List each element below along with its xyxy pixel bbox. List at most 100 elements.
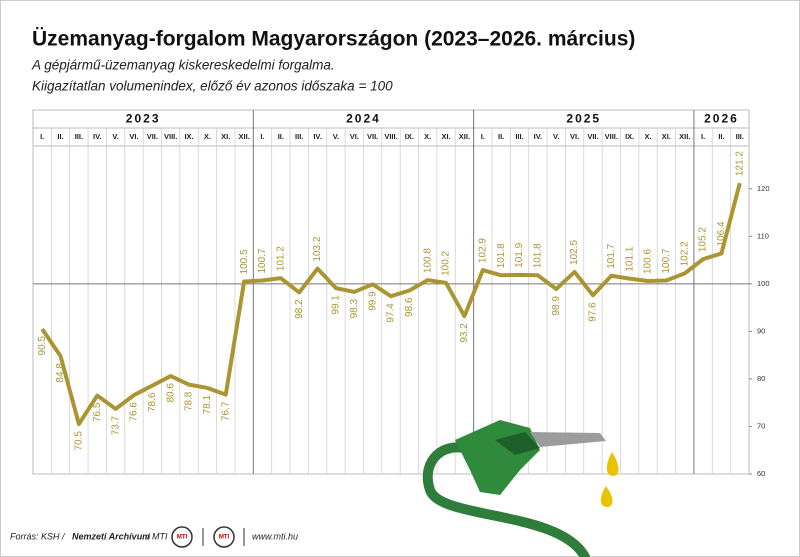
y-tick-label: 90 (757, 326, 765, 335)
x-tick-label: VIII. (164, 132, 177, 141)
y-tick-label: 100 (757, 279, 770, 288)
x-tick-label: XI. (221, 132, 230, 141)
logo (213, 526, 235, 548)
footer: Forrás: KSH / Nemzeti Archívum / MTI MTI… (10, 526, 298, 548)
data-label: 90.5 (37, 336, 48, 356)
data-label: 100.6 (643, 249, 654, 274)
data-label: 98.3 (349, 299, 360, 319)
data-label: 105.2 (698, 227, 709, 252)
data-label: 76.7 (220, 401, 231, 421)
data-label: 102.2 (679, 241, 690, 266)
subtitle: A gépjármű-üzemanyag kiskereskedelmi for… (31, 58, 335, 73)
data-label: 99.1 (331, 295, 342, 315)
x-tick-label: V. (333, 132, 339, 141)
x-tick-label: IX. (184, 132, 193, 141)
x-tick-label: IV. (313, 132, 321, 141)
data-label: 99.9 (367, 291, 378, 311)
data-label: 76.6 (129, 402, 140, 422)
data-label: 73.7 (110, 415, 121, 435)
logo (171, 526, 193, 548)
year-label: 2023 (126, 112, 161, 126)
x-tick-label: XI. (441, 132, 450, 141)
y-tick-label: 120 (757, 184, 770, 193)
y-tick-label: 60 (757, 469, 765, 478)
data-label: 93.2 (459, 323, 470, 343)
data-label: 98.6 (404, 297, 415, 317)
chart-title: Üzemanyag-forgalom Magyarországon (2023–… (32, 28, 635, 51)
source-text: / MTI (146, 531, 168, 541)
data-label: 121.2 (734, 151, 745, 176)
x-tick-label: II. (718, 132, 724, 141)
data-label: 101.8 (533, 243, 544, 268)
x-tick-label: IX. (405, 132, 414, 141)
data-label: 76.5 (92, 402, 103, 422)
logo-text: MTI (177, 535, 188, 541)
note: Kiigazítatlan volumenindex, előző év azo… (32, 79, 393, 94)
plot-frame (32, 109, 750, 475)
data-label: 78.1 (202, 395, 213, 415)
data-label: 101.7 (606, 243, 617, 268)
data-label: 100.7 (257, 248, 268, 273)
data-label: 106.4 (716, 221, 727, 246)
x-tick-label: I. (481, 132, 485, 141)
data-line (40, 182, 742, 427)
x-tick-label: XII. (459, 132, 470, 141)
x-tick-label: V. (112, 132, 118, 141)
data-label: 101.1 (624, 246, 635, 271)
x-tick-label: I. (260, 132, 264, 141)
data-label: 70.5 (74, 431, 85, 451)
x-tick-label: III. (75, 132, 83, 141)
x-tick-label: VII. (587, 132, 598, 141)
year-label: 2024 (346, 112, 381, 126)
data-label: 80.6 (165, 383, 176, 403)
nozzle-illustration (422, 420, 619, 557)
y-tick-label: 80 (757, 374, 765, 383)
x-tick-label: IX. (625, 132, 634, 141)
data-label: 102.9 (477, 238, 488, 263)
data-label: 101.2 (275, 246, 286, 271)
x-tick-label: I. (40, 132, 44, 141)
x-tick-label: XII. (679, 132, 690, 141)
x-tick-label: II. (57, 132, 63, 141)
data-label: 84.8 (55, 363, 66, 383)
x-tick-label: XII. (238, 132, 249, 141)
x-tick-label: VI. (350, 132, 359, 141)
data-label: 100.7 (661, 248, 672, 273)
data-label: 97.4 (386, 303, 397, 323)
x-tick-label: VI. (129, 132, 138, 141)
x-tick-label: III. (515, 132, 523, 141)
x-tick-label: IV. (93, 132, 101, 141)
x-tick-label: II. (278, 132, 284, 141)
source-text: Nemzeti Archívum (72, 531, 150, 541)
x-tick-label: III. (295, 132, 303, 141)
data-label: 103.2 (312, 236, 323, 261)
x-tick-label: X. (644, 132, 651, 141)
y-tick-label: 70 (757, 421, 765, 430)
year-label: 2026 (704, 112, 739, 126)
data-label: 78.8 (184, 391, 195, 411)
data-label: 98.9 (551, 296, 562, 316)
data-label: 100.5 (239, 249, 250, 274)
x-tick-label: V. (553, 132, 559, 141)
data-label: 100.8 (422, 248, 433, 273)
logo-text: MTI (219, 535, 230, 541)
x-tick-label: VII. (367, 132, 378, 141)
x-tick-label: VII. (147, 132, 158, 141)
x-tick-label: II. (498, 132, 504, 141)
data-label: 102.5 (569, 240, 580, 265)
x-tick-label: I. (701, 132, 705, 141)
website: www.mti.hu (252, 531, 298, 541)
x-tick-label: VI. (570, 132, 579, 141)
data-label: 101.8 (496, 243, 507, 268)
x-tick-label: X. (204, 132, 211, 141)
x-tick-label: IV. (534, 132, 542, 141)
data-label: 98.2 (294, 299, 305, 319)
x-tick-label: VIII. (605, 132, 618, 141)
data-label: 97.6 (588, 302, 599, 322)
data-label: 100.2 (441, 250, 452, 275)
x-tick-label: III. (736, 132, 744, 141)
data-label: 78.6 (147, 392, 158, 412)
x-tick-label: XI. (662, 132, 671, 141)
x-tick-label: X. (424, 132, 431, 141)
